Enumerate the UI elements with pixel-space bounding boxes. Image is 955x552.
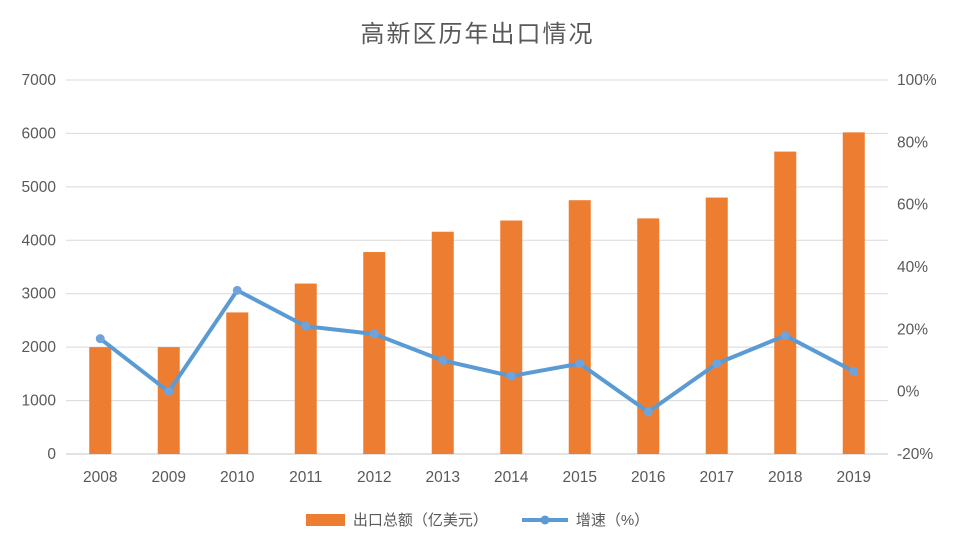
legend-line-swatch	[521, 515, 568, 524]
bar-2008	[89, 347, 112, 454]
right-axis-tick-label: 100%	[897, 72, 937, 89]
right-axis-tick-label: 80%	[897, 134, 928, 151]
line-marker-2012	[369, 329, 379, 339]
right-axis-tick-label: 60%	[897, 197, 928, 214]
bar-2017	[705, 197, 728, 455]
right-axis-tick-label: -20%	[897, 446, 933, 463]
bar-2013	[431, 231, 454, 454]
legend-line-marker	[540, 515, 550, 524]
x-axis-label: 2012	[357, 469, 391, 486]
x-axis-label: 2018	[768, 469, 802, 486]
legend-item-exports: 出口总额（亿美元）	[305, 509, 488, 530]
bar-2014	[500, 220, 523, 454]
left-axis-tick-label: 1000	[22, 393, 57, 410]
left-axis-tick-label: 5000	[22, 179, 57, 196]
bar-2009	[157, 347, 180, 454]
line-marker-2017	[712, 359, 722, 369]
bar-2018	[774, 151, 797, 454]
line-marker-2014	[506, 371, 516, 381]
x-axis-label: 2013	[426, 469, 460, 486]
left-axis-tick-label: 6000	[22, 125, 57, 142]
right-axis-tick-label: 40%	[897, 259, 928, 276]
growth-line-series	[98, 288, 856, 414]
x-axis-label: 2016	[631, 469, 665, 486]
bar-2012	[363, 252, 386, 454]
x-axis-label: 2010	[220, 469, 255, 486]
line-marker-2011	[301, 321, 311, 331]
bar-2010	[226, 312, 249, 454]
x-axis-label: 2015	[563, 469, 597, 486]
x-axis-label: 2009	[152, 469, 186, 486]
right-axis-tick-label: 0%	[897, 384, 920, 401]
x-axis-label: 2019	[837, 469, 871, 486]
line-marker-2013	[438, 356, 448, 365]
right-axis-tick-label: 20%	[897, 321, 928, 338]
bar-2015	[568, 200, 591, 454]
legend-item-growth: 增速（%）	[521, 509, 650, 530]
line-marker-2016	[643, 407, 653, 417]
line-marker-2010	[232, 285, 242, 295]
chart-legend: 出口总额（亿美元） 增速（%）	[0, 509, 955, 530]
legend-bar-swatch	[305, 513, 345, 526]
bar-2019	[842, 132, 865, 455]
bar-2011	[294, 283, 317, 454]
left-axis-tick-label: 7000	[22, 72, 57, 89]
line-marker-2018	[780, 331, 790, 341]
legend-label-exports: 出口总额（亿美元）	[352, 512, 488, 529]
x-axis-label: 2008	[83, 469, 117, 486]
bar-2016	[637, 218, 660, 454]
left-axis-tick-label: 0	[47, 446, 56, 463]
x-axis-label: 2014	[494, 469, 529, 486]
left-axis-tick-label: 4000	[22, 232, 57, 249]
line-marker-2008	[95, 334, 105, 344]
x-axis-label: 2011	[289, 469, 322, 486]
line-marker-2015	[575, 359, 585, 369]
left-axis-tick-label: 3000	[22, 286, 57, 303]
legend-label-growth: 增速（%）	[575, 512, 650, 529]
line-marker-2009	[164, 387, 174, 397]
left-axis-tick-label: 2000	[22, 339, 57, 356]
line-marker-2019	[849, 366, 859, 376]
x-axis-label: 2017	[700, 469, 734, 486]
chart-title: 高新区历年出口情况	[360, 22, 595, 48]
